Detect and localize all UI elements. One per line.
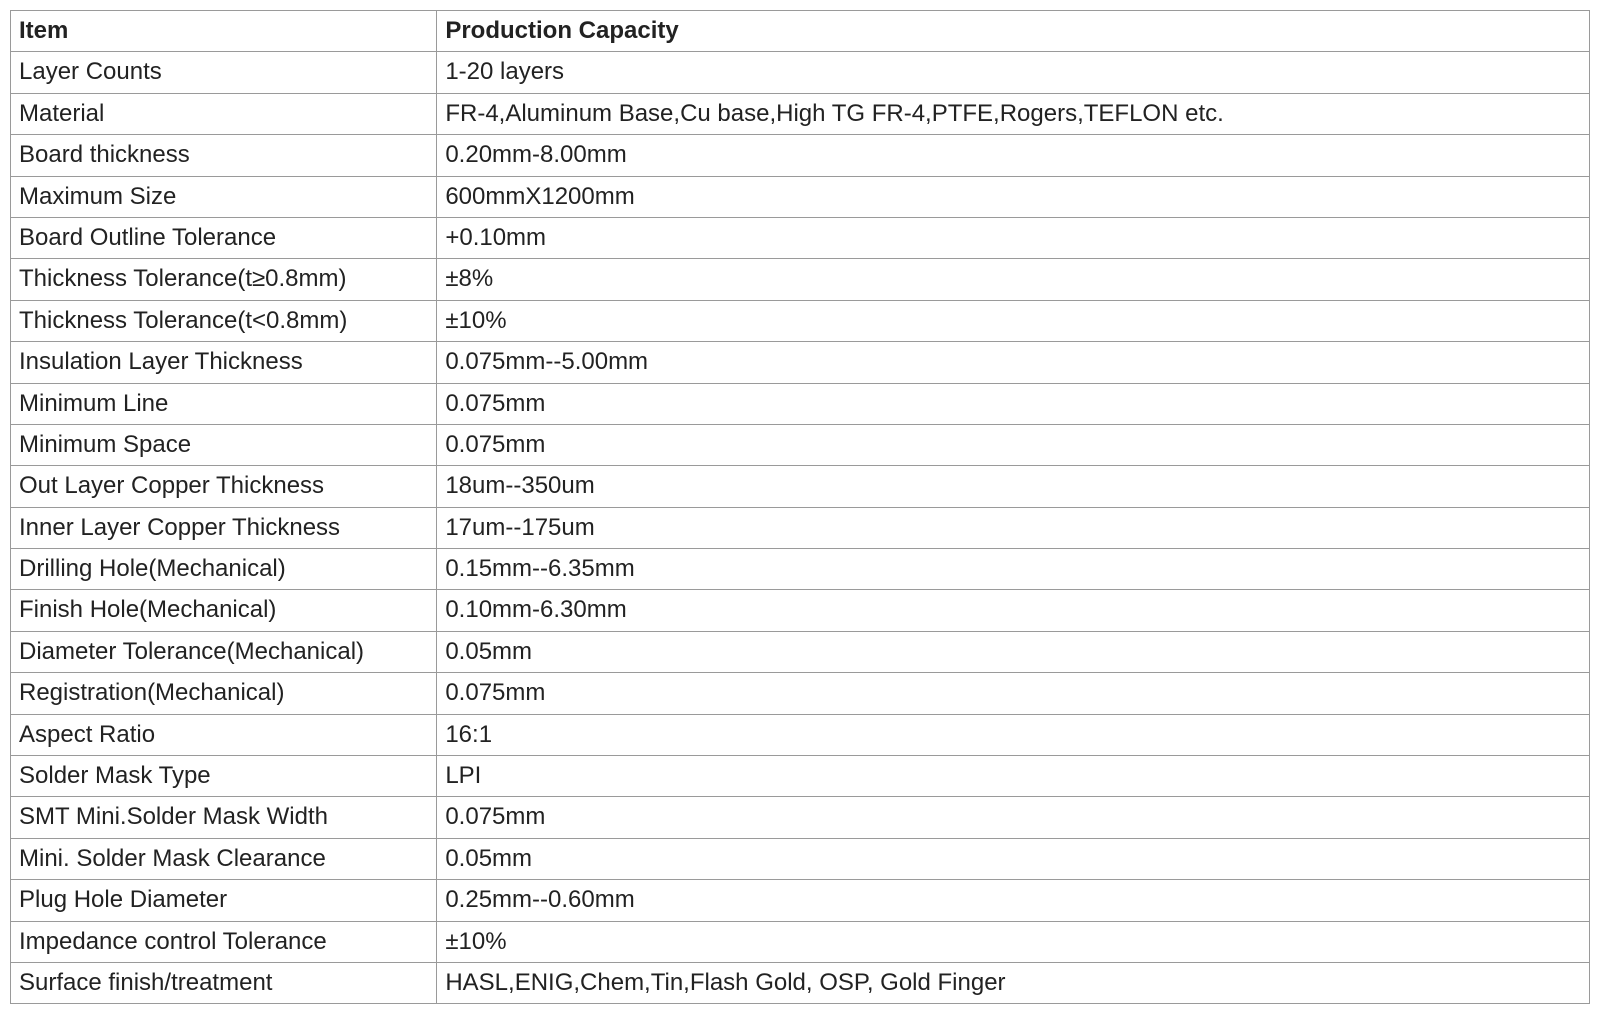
cell-item: Inner Layer Copper Thickness <box>11 507 437 548</box>
cell-capacity: 0.075mm <box>437 673 1590 714</box>
table-row: Board thickness0.20mm-8.00mm <box>11 135 1590 176</box>
table-row: Board Outline Tolerance+0.10mm <box>11 217 1590 258</box>
cell-capacity: HASL,ENIG,Chem,Tin,Flash Gold, OSP, Gold… <box>437 962 1590 1003</box>
table-row: Aspect Ratio16:1 <box>11 714 1590 755</box>
cell-item: Minimum Space <box>11 424 437 465</box>
cell-item: Surface finish/treatment <box>11 962 437 1003</box>
header-capacity: Production Capacity <box>437 11 1590 52</box>
cell-capacity: 0.15mm--6.35mm <box>437 549 1590 590</box>
table-header-row: Item Production Capacity <box>11 11 1590 52</box>
table-row: Surface finish/treatmentHASL,ENIG,Chem,T… <box>11 962 1590 1003</box>
table-body: Layer Counts1-20 layersMaterialFR-4,Alum… <box>11 52 1590 1004</box>
table-row: Maximum Size600mmX1200mm <box>11 176 1590 217</box>
table-row: Out Layer Copper Thickness18um--350um <box>11 466 1590 507</box>
cell-item: Layer Counts <box>11 52 437 93</box>
cell-item: Minimum Line <box>11 383 437 424</box>
cell-item: Material <box>11 93 437 134</box>
cell-capacity: 0.25mm--0.60mm <box>437 880 1590 921</box>
cell-capacity: ±10% <box>437 921 1590 962</box>
cell-item: Maximum Size <box>11 176 437 217</box>
cell-item: Solder Mask Type <box>11 756 437 797</box>
table-row: Mini. Solder Mask Clearance0.05mm <box>11 838 1590 879</box>
cell-item: Drilling Hole(Mechanical) <box>11 549 437 590</box>
cell-item: Registration(Mechanical) <box>11 673 437 714</box>
cell-item: Impedance control Tolerance <box>11 921 437 962</box>
cell-capacity: 0.20mm-8.00mm <box>437 135 1590 176</box>
table-row: Minimum Space0.075mm <box>11 424 1590 465</box>
cell-capacity: 0.05mm <box>437 838 1590 879</box>
cell-capacity: 0.075mm <box>437 797 1590 838</box>
table-row: Thickness Tolerance(t≥0.8mm)±8% <box>11 259 1590 300</box>
cell-capacity: 0.05mm <box>437 631 1590 672</box>
table-row: SMT Mini.Solder Mask Width0.075mm <box>11 797 1590 838</box>
table-row: Drilling Hole(Mechanical)0.15mm--6.35mm <box>11 549 1590 590</box>
cell-capacity: +0.10mm <box>437 217 1590 258</box>
header-item: Item <box>11 11 437 52</box>
table-row: Plug Hole Diameter0.25mm--0.60mm <box>11 880 1590 921</box>
cell-item: Board thickness <box>11 135 437 176</box>
cell-item: Insulation Layer Thickness <box>11 342 437 383</box>
table-row: MaterialFR-4,Aluminum Base,Cu base,High … <box>11 93 1590 134</box>
table-row: Finish Hole(Mechanical)0.10mm-6.30mm <box>11 590 1590 631</box>
table-row: Solder Mask TypeLPI <box>11 756 1590 797</box>
table-row: Insulation Layer Thickness0.075mm--5.00m… <box>11 342 1590 383</box>
cell-item: Aspect Ratio <box>11 714 437 755</box>
cell-capacity: ±10% <box>437 300 1590 341</box>
cell-capacity: 0.10mm-6.30mm <box>437 590 1590 631</box>
cell-capacity: 0.075mm <box>437 424 1590 465</box>
cell-capacity: FR-4,Aluminum Base,Cu base,High TG FR-4,… <box>437 93 1590 134</box>
cell-capacity: 16:1 <box>437 714 1590 755</box>
table-row: Impedance control Tolerance±10% <box>11 921 1590 962</box>
cell-capacity: 0.075mm <box>437 383 1590 424</box>
table-row: Registration(Mechanical)0.075mm <box>11 673 1590 714</box>
cell-capacity: 600mmX1200mm <box>437 176 1590 217</box>
cell-capacity: LPI <box>437 756 1590 797</box>
table-row: Inner Layer Copper Thickness17um--175um <box>11 507 1590 548</box>
cell-capacity: ±8% <box>437 259 1590 300</box>
cell-item: Thickness Tolerance(t<0.8mm) <box>11 300 437 341</box>
cell-item: Thickness Tolerance(t≥0.8mm) <box>11 259 437 300</box>
cell-item: Board Outline Tolerance <box>11 217 437 258</box>
table-row: Thickness Tolerance(t<0.8mm)±10% <box>11 300 1590 341</box>
cell-item: Out Layer Copper Thickness <box>11 466 437 507</box>
cell-item: Plug Hole Diameter <box>11 880 437 921</box>
production-capacity-table: Item Production Capacity Layer Counts1-2… <box>10 10 1590 1004</box>
cell-item: Diameter Tolerance(Mechanical) <box>11 631 437 672</box>
cell-capacity: 18um--350um <box>437 466 1590 507</box>
table-row: Minimum Line0.075mm <box>11 383 1590 424</box>
cell-capacity: 1-20 layers <box>437 52 1590 93</box>
table-row: Diameter Tolerance(Mechanical)0.05mm <box>11 631 1590 672</box>
cell-item: Finish Hole(Mechanical) <box>11 590 437 631</box>
cell-item: Mini. Solder Mask Clearance <box>11 838 437 879</box>
cell-capacity: 17um--175um <box>437 507 1590 548</box>
cell-item: SMT Mini.Solder Mask Width <box>11 797 437 838</box>
table-row: Layer Counts1-20 layers <box>11 52 1590 93</box>
cell-capacity: 0.075mm--5.00mm <box>437 342 1590 383</box>
